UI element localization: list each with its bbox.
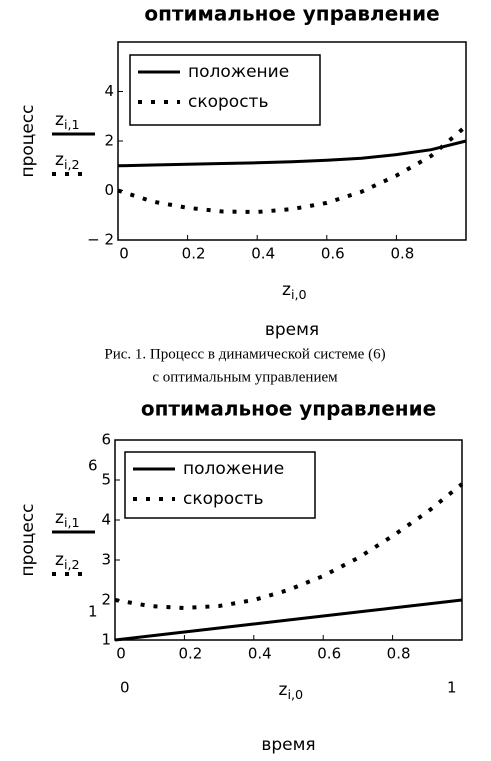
series-var-sub: i,2 [64,158,80,173]
y-tick-label: 2 [104,132,114,150]
y-range-label: 1 [88,603,98,621]
y-tick-label: 0 [104,181,114,199]
caption: Рис. 1. Процесс в динамической системе (… [104,346,385,362]
legend-label: положение [188,62,289,82]
y-tick-label: 5 [101,471,111,489]
y-tick-label: 2 [101,591,111,609]
caption: с оптимальным управлением [152,369,338,385]
chart-title: оптимальное управление [144,2,439,26]
series-var-sub: i,2 [64,558,80,573]
x-var-base: z [282,280,291,300]
series-var: zi,1 [55,508,80,531]
x-tick-label: 0.6 [317,645,341,663]
series-line [114,598,463,642]
y-tick-label: 4 [104,82,114,100]
x-tick-label: 0.2 [182,245,206,263]
y-axis-label: процесс [18,503,38,576]
chart-title: оптимальное управление [141,397,436,421]
series-var-sub: i,1 [64,516,80,531]
x-axis-label: время [265,320,319,340]
x-tick-label: 0.8 [390,245,414,263]
x-range-label: 1 [447,679,457,697]
series-var-base: z [55,110,64,130]
x-range-label: 0 [120,679,130,697]
y-tick-label: − 2 [87,231,114,249]
x-var-sub: i,0 [291,288,307,303]
series-var-base: z [55,550,64,570]
legend-label: скорость [183,489,263,509]
x-axis-label: время [261,735,315,755]
plot-frame [114,439,463,641]
series-line [117,124,468,215]
y-tick-label: 1 [101,631,111,649]
series-line [117,139,467,168]
x-tick-label: 0.8 [387,645,411,663]
x-tick-label: 0 [119,245,129,263]
series-var-sub: i,1 [64,118,80,133]
legend-box [129,54,321,126]
x-var-sub: i,0 [287,688,303,703]
y-tick-label: 3 [101,551,111,569]
series-var-base: z [55,150,64,170]
legend-box [124,451,316,519]
x-tick-label: 0 [116,645,126,663]
series-var: zi,2 [55,150,80,173]
legend-label: скорость [188,92,268,112]
series-var-base: z [55,508,64,528]
x-tick-label: 0.4 [248,645,272,663]
y-tick-label: 4 [101,511,111,529]
y-range-label: 6 [88,457,98,475]
y-axis-label: процесс [18,104,38,177]
x-tick-label: 0.4 [251,245,275,263]
x-tick-label: 0.2 [178,645,202,663]
x-var-base: z [279,680,288,700]
legend-label: положение [183,459,284,479]
series-var: zi,2 [55,550,80,573]
x-var: zi,0 [279,680,304,703]
series-line [114,482,464,611]
series-var: zi,1 [55,110,80,133]
x-tick-label: 0.6 [321,245,345,263]
y-tick-label: 6 [101,431,111,449]
x-var: zi,0 [282,280,307,303]
